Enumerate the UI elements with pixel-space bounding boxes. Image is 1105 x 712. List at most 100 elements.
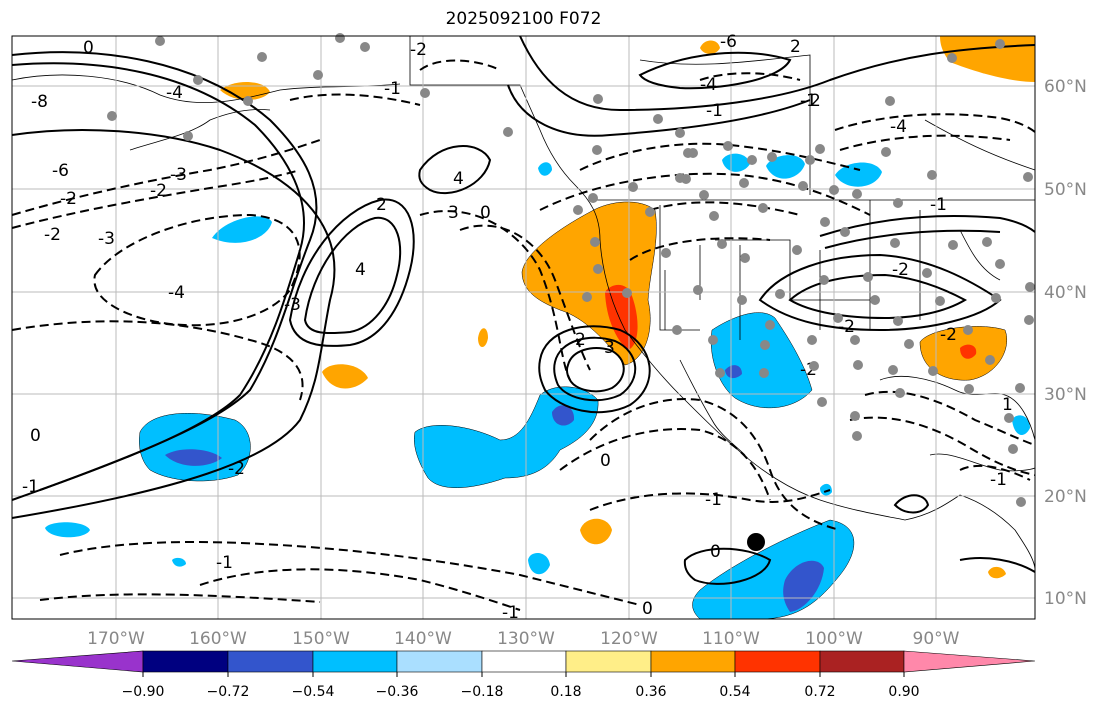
contour-label: 2 [575, 330, 586, 350]
colorbar-segment [650, 650, 736, 673]
negative-anomaly-small-6 [1012, 415, 1030, 435]
negative-anomaly-west-pacific [139, 413, 251, 482]
lat-label: 60°N [1044, 77, 1087, 97]
positive-anomaly-small-3 [988, 566, 1006, 579]
lon-label: 130°W [497, 629, 555, 649]
contour-label: -1 [22, 477, 39, 497]
positive-anomaly-pacific [322, 364, 368, 389]
negative-anomaly-core-2 [165, 449, 222, 466]
negative-anomaly-core-3 [725, 365, 742, 379]
contour-label: -1 [706, 101, 723, 121]
contour-label: -1 [502, 603, 519, 623]
colorbar-segment [819, 650, 905, 673]
contour-label: -4 [168, 283, 185, 303]
lon-label: 160°W [189, 629, 247, 649]
colorbar [11, 650, 1036, 673]
contour-label: 0 [480, 203, 491, 223]
lon-label: 140°W [394, 629, 452, 649]
positive-anomaly-north [940, 36, 1035, 82]
dashed-contours [11, 59, 1036, 611]
colorbar-label: 0.90 [888, 684, 919, 700]
contour-label: -1 [384, 79, 401, 99]
longitude-labels: 170°W 160°W 150°W 140°W 130°W 120°W 110°… [87, 629, 960, 649]
contour-label: 0 [30, 426, 41, 446]
colorbar-segment [481, 650, 567, 673]
negative-anomaly-small-4 [45, 522, 90, 538]
lon-label: 120°W [600, 629, 658, 649]
contour-label: -2 [44, 225, 61, 245]
contour-label: -3 [98, 229, 115, 249]
lon-label: 150°W [292, 629, 350, 649]
negative-anomaly-core-1 [552, 405, 575, 426]
negative-anomaly-canada-1 [722, 153, 750, 172]
lon-label: 110°W [702, 629, 760, 649]
lon-label: 170°W [87, 629, 145, 649]
contour-label: -3 [170, 165, 187, 185]
colorbar-labels: −0.90 −0.72 −0.54 −0.36 −0.18 0.18 0.36 … [122, 684, 920, 700]
negative-anomaly-small-9 [172, 557, 186, 567]
contour-label: -8 [31, 92, 48, 112]
positive-anomaly-small-1 [700, 40, 720, 54]
colorbar-label: 0.72 [804, 684, 835, 700]
colorbar-ticks [142, 672, 905, 677]
negative-anomaly-small-7 [538, 162, 552, 176]
negative-anomaly-gulf-alaska [212, 216, 272, 243]
map-area [12, 36, 1035, 619]
colorbar-label: −0.90 [122, 684, 165, 700]
contour-label: 0 [710, 542, 721, 562]
positive-anomaly-small-2 [478, 328, 488, 347]
contour-label: -3 [284, 295, 301, 315]
negative-anomaly-small-5 [528, 553, 550, 575]
colorbar-segment [396, 650, 483, 673]
contour-label: -4 [166, 83, 183, 103]
map-title: 2025092100 F072 [445, 9, 602, 29]
contour-label: -4 [700, 75, 717, 95]
colorbar-segment [565, 650, 652, 673]
positive-anomaly-south [580, 518, 612, 545]
contour-label: -2 [892, 260, 909, 280]
colorbar-label: −0.72 [207, 684, 250, 700]
colorbar-label: 0.18 [550, 684, 581, 700]
lon-label: 90°W [913, 629, 960, 649]
latitude-labels: 60°N 50°N 40°N 30°N 20°N 10°N [1044, 77, 1087, 609]
contour-label: -2 [228, 459, 245, 479]
contour-label: -6 [720, 32, 737, 52]
negative-anomaly-core-4 [783, 560, 824, 612]
lat-label: 20°N [1044, 487, 1087, 507]
negative-anomaly-canada-3 [835, 162, 882, 187]
contour-label: 3 [604, 338, 615, 358]
contour-label: 3 [448, 203, 459, 223]
lat-label: 30°N [1044, 385, 1087, 405]
contour-label: 1 [1002, 395, 1013, 415]
contour-label: 0 [600, 451, 611, 471]
colorbar-label: 0.36 [635, 684, 666, 700]
positive-anomaly-east-core [960, 344, 977, 359]
lat-lon-grid [12, 36, 1035, 619]
colorbar-label: −0.54 [292, 684, 335, 700]
colorbar-high-arrow [903, 650, 1036, 673]
contour-label: -1 [800, 91, 817, 111]
contour-label: -1 [930, 195, 947, 215]
colorbar-low-arrow [11, 650, 144, 673]
contour-label: -4 [890, 117, 907, 137]
contour-label: 4 [453, 169, 464, 189]
contour-label: 0 [642, 599, 653, 619]
contour-label: -1 [990, 470, 1007, 490]
contour-label: -2 [410, 40, 427, 60]
colorbar-segment [734, 650, 821, 673]
contour-label: 2 [376, 195, 387, 215]
contour-label: -1 [216, 553, 233, 573]
negative-anomaly-mexico [710, 312, 813, 409]
contour-label: -1 [705, 490, 722, 510]
contour-label: -2 [150, 181, 167, 201]
map-frame [11, 35, 1036, 620]
contour-label: -6 [52, 161, 69, 181]
colorbar-segment [142, 650, 229, 673]
negative-anomaly-small-8 [820, 483, 832, 496]
lat-label: 10°N [1044, 589, 1087, 609]
station-dots [107, 33, 1035, 507]
contour-label: 0 [83, 38, 94, 58]
lat-label: 40°N [1044, 283, 1087, 303]
contour-label: -2 [60, 189, 77, 209]
